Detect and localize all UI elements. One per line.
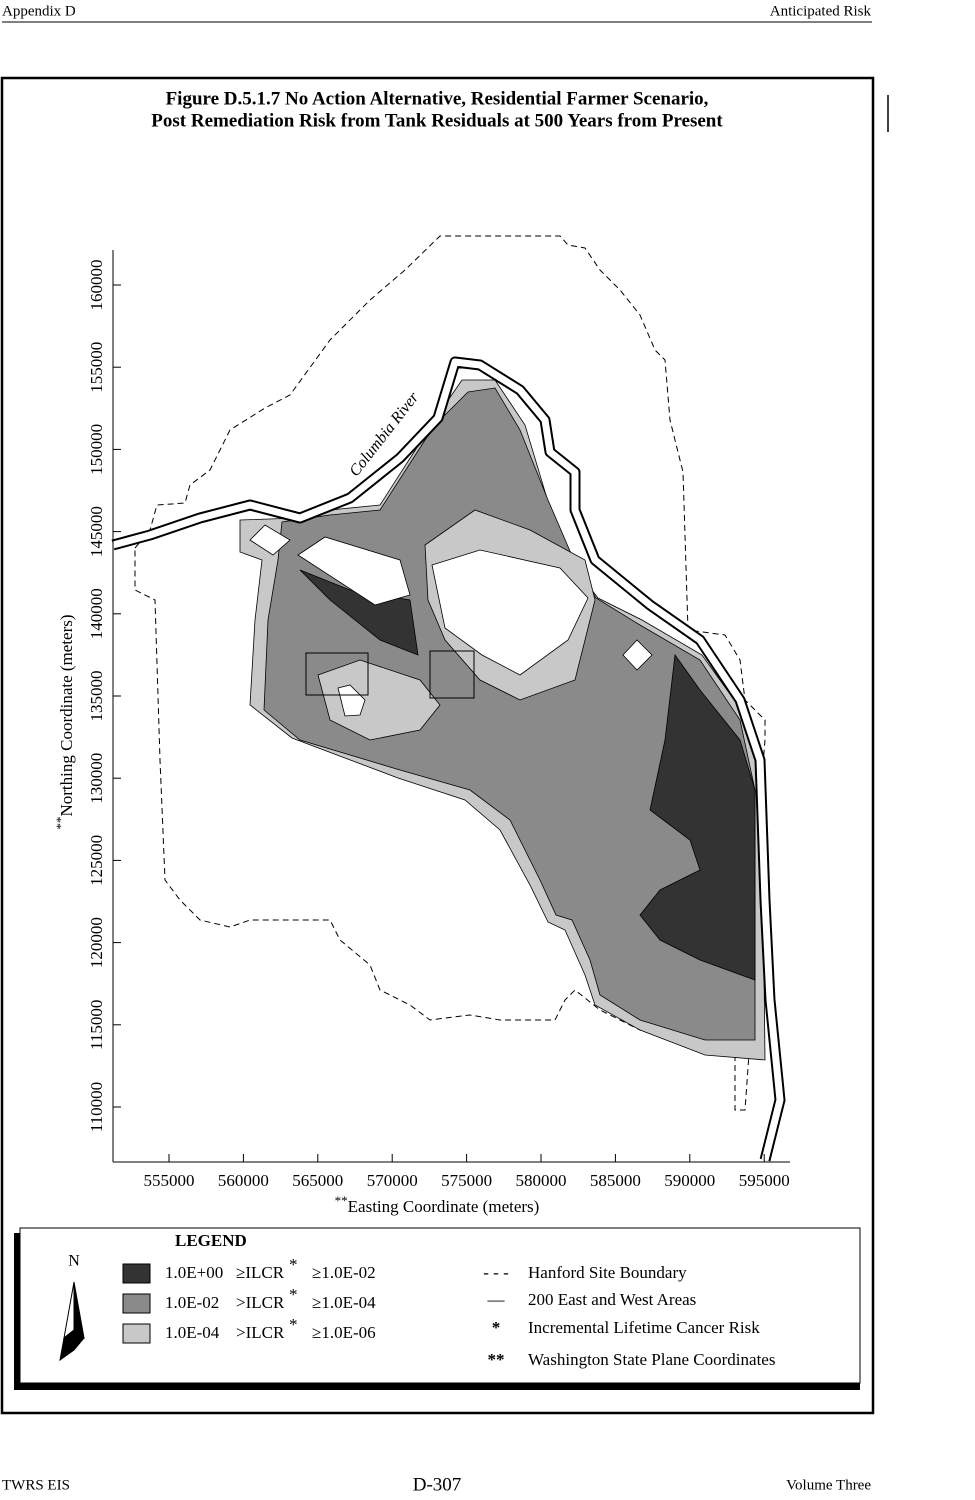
y-tick-label: 135000: [87, 671, 106, 722]
legend-star: *: [289, 1255, 298, 1274]
x-tick-label: 580000: [516, 1171, 567, 1190]
legend-lower: ≥1.0E-06: [312, 1323, 376, 1342]
x-axis-label: **Easting Coordinate (meters): [335, 1193, 540, 1216]
map: Columbia River: [111, 235, 786, 1162]
legend-symbol: —: [487, 1290, 506, 1309]
legend-title: LEGEND: [175, 1231, 247, 1250]
legend-swatch: [122, 1263, 151, 1284]
legend-text: Hanford Site Boundary: [528, 1263, 687, 1282]
legend-star: *: [289, 1315, 298, 1334]
legend-lower: ≥1.0E-02: [312, 1263, 376, 1282]
y-tick-label: 145000: [87, 506, 106, 557]
x-tick-label: 570000: [367, 1171, 418, 1190]
legend-upper: 1.0E+00: [165, 1263, 223, 1282]
y-tick-label: 115000: [87, 1000, 106, 1050]
excluded-area: [249, 524, 291, 556]
200-east-area: [429, 650, 475, 699]
200-west-area: [305, 652, 369, 696]
zone-medium: [263, 387, 756, 1041]
x-tick-label: 555000: [144, 1171, 195, 1190]
excluded-area: [622, 639, 653, 671]
legend-op: >ILCR: [236, 1293, 285, 1312]
legend-text: Incremental Lifetime Cancer Risk: [528, 1318, 760, 1337]
footer-right: Volume Three: [786, 1477, 871, 1493]
zone-high: [299, 569, 419, 656]
x-axis-marker: **: [335, 1193, 348, 1208]
legend-upper: 1.0E-02: [165, 1293, 219, 1312]
river: [112, 358, 784, 1161]
zone-low-ring: [317, 659, 441, 741]
north-label: N: [68, 1253, 80, 1270]
zone-high: [639, 653, 756, 981]
figure-title: Figure D.5.1.7 No Action Alternative, Re…: [166, 88, 709, 109]
x-tick-label: 585000: [590, 1171, 641, 1190]
x-tick-label: 595000: [739, 1171, 790, 1190]
x-tick-label: 565000: [292, 1171, 343, 1190]
y-tick-label: 125000: [87, 835, 106, 886]
x-tick-label: 560000: [218, 1171, 269, 1190]
legend-star: *: [289, 1285, 298, 1304]
figure-title: Post Remediation Risk from Tank Residual…: [151, 110, 723, 131]
north-arrow: [59, 1329, 85, 1362]
y-tick-label: 140000: [87, 588, 106, 639]
legend: LEGEND N 1.0E+00 ≥ILCR * ≥1.0E-021.0E-02 >IL…: [14, 1227, 861, 1390]
header-left: Appendix D: [2, 3, 76, 19]
excluded-area: [431, 549, 589, 676]
site-boundary: [134, 235, 766, 1111]
legend-op: ≥ILCR: [236, 1263, 285, 1282]
x-axis-title: Easting Coordinate (meters): [348, 1197, 540, 1216]
excluded-area: [337, 684, 366, 717]
legend-swatch: [122, 1293, 151, 1314]
legend-op: >ILCR: [236, 1323, 285, 1342]
legend-text: Washington State Plane Coordinates: [528, 1350, 775, 1369]
legend-symbol: *: [492, 1318, 501, 1337]
legend-lower: ≥1.0E-04: [312, 1293, 376, 1312]
legend-symbol: - - -: [483, 1263, 509, 1282]
legend-upper: 1.0E-04: [165, 1323, 220, 1342]
legend-symbol: **: [488, 1350, 505, 1369]
excluded-area: [297, 536, 411, 606]
y-tick-label: 110000: [87, 1082, 106, 1132]
y-tick-label: 150000: [87, 424, 106, 475]
y-axis-title: Northing Coordinate (meters): [57, 614, 76, 816]
header-right: Anticipated Risk: [770, 3, 872, 19]
footer-center: D-307: [413, 1474, 462, 1495]
y-tick-label: 160000: [87, 260, 106, 311]
footer-left: TWRS EIS: [2, 1477, 70, 1493]
y-axis-label: **Northing Coordinate (meters): [53, 614, 76, 829]
y-axis-marker: **: [53, 817, 68, 830]
x-tick-label: 575000: [441, 1171, 492, 1190]
y-tick-label: 155000: [87, 342, 106, 393]
x-ticks: 555000 560000 565000 570000 575000 580000 5850…: [144, 1154, 790, 1190]
legend-box: [19, 1227, 861, 1384]
legend-swatch: [122, 1323, 151, 1344]
x-tick-label: 590000: [664, 1171, 715, 1190]
y-tick-label: 120000: [87, 917, 106, 968]
legend-text: 200 East and West Areas: [528, 1290, 696, 1309]
y-tick-label: 130000: [87, 753, 106, 804]
y-ticks: 110000 115000 120000 125000 130000 135000 1400…: [87, 260, 121, 1132]
figure-frame: [0, 76, 875, 1415]
